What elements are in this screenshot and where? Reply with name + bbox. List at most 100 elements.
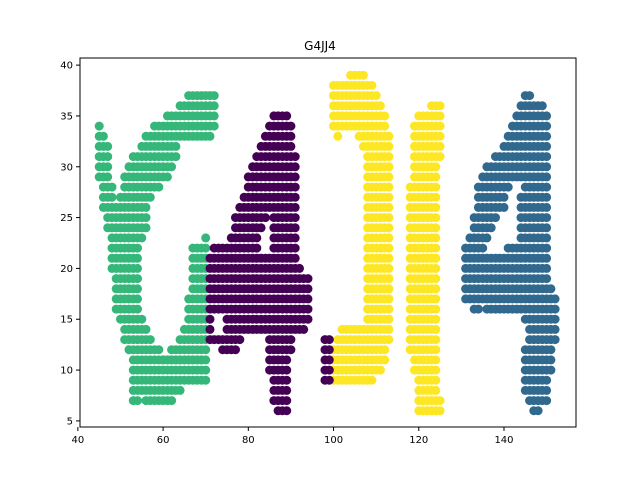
- scatter-point: [141, 223, 151, 233]
- y-tick-label: 35: [60, 111, 73, 122]
- scatter-point: [542, 263, 552, 273]
- scatter-point: [384, 233, 394, 243]
- scatter-point: [431, 223, 441, 233]
- y-tick-label: 25: [60, 213, 73, 224]
- scatter-point: [103, 152, 113, 162]
- scatter-point: [231, 345, 240, 355]
- scatter-point: [201, 233, 211, 243]
- scatter-point: [282, 385, 292, 395]
- scatter-point: [550, 304, 560, 314]
- scatter-point: [133, 284, 142, 294]
- scatter-point: [367, 375, 377, 385]
- scatter-point: [431, 314, 441, 324]
- x-tick-label: 40: [72, 435, 85, 446]
- scatter-point: [482, 233, 492, 243]
- scatter-point: [209, 91, 219, 101]
- scatter-point: [542, 223, 552, 233]
- scatter-point: [324, 375, 334, 385]
- scatter-point: [435, 406, 445, 416]
- scatter-point: [384, 202, 394, 212]
- scatter-point: [435, 101, 445, 111]
- scatter-point: [542, 172, 552, 182]
- scatter-point: [175, 385, 185, 395]
- scatter-point: [201, 355, 211, 365]
- scatter-point: [435, 131, 445, 141]
- scatter-point: [431, 385, 441, 395]
- scatter-point: [201, 375, 211, 385]
- scatter-point: [550, 314, 560, 324]
- scatter-point: [303, 284, 313, 294]
- x-tick-label: 60: [157, 435, 170, 446]
- scatter-point: [290, 162, 300, 172]
- scatter-point: [384, 274, 394, 284]
- scatter-point: [533, 406, 543, 416]
- scatter-point: [171, 141, 181, 151]
- scatter-point: [324, 345, 334, 355]
- y-tick-label: 30: [60, 162, 73, 173]
- scatter-point: [384, 162, 394, 172]
- scatter-point: [431, 243, 441, 253]
- scatter-point: [384, 182, 394, 192]
- scatter-point: [542, 162, 552, 172]
- scatter-point: [384, 223, 394, 233]
- scatter-point: [384, 213, 394, 223]
- scatter-point: [431, 284, 441, 294]
- scatter-point: [380, 355, 390, 365]
- scatter-point: [542, 141, 552, 151]
- scatter-point: [133, 263, 142, 273]
- scatter-point: [252, 233, 262, 243]
- scatter-point: [107, 182, 117, 192]
- scatter-point: [431, 162, 441, 172]
- scatter-point: [137, 233, 147, 243]
- scatter-point: [286, 131, 296, 141]
- scatter-point: [303, 274, 313, 284]
- scatter-point: [286, 121, 296, 131]
- scatter-point: [546, 365, 556, 375]
- scatter-point: [145, 335, 155, 345]
- scatter-point: [486, 223, 496, 233]
- scatter-point: [295, 263, 304, 273]
- scatter-point: [201, 365, 211, 375]
- scatter-point: [324, 355, 334, 365]
- scatter-point: [478, 243, 488, 253]
- scatter-point: [209, 121, 219, 131]
- scatter-point: [154, 182, 164, 192]
- scatter-point: [154, 345, 164, 355]
- scatter-point: [384, 284, 394, 294]
- scatter-point: [473, 304, 483, 314]
- scatter-point: [431, 355, 441, 365]
- x-tick-label: 80: [242, 435, 255, 446]
- scatter-point: [205, 324, 215, 334]
- scatter-point: [435, 152, 445, 162]
- scatter-point: [542, 213, 552, 223]
- scatter-point: [384, 131, 394, 141]
- scatter-point: [286, 345, 296, 355]
- scatter-point: [282, 365, 292, 375]
- scatter-point: [431, 202, 441, 212]
- scatter-point: [431, 274, 441, 284]
- scatter-point: [435, 141, 445, 151]
- scatter-point: [290, 223, 300, 233]
- scatter-point: [290, 202, 300, 212]
- x-tick-label: 100: [324, 435, 343, 446]
- scatter-point: [290, 253, 300, 263]
- scatter-point: [431, 335, 441, 345]
- scatter-point: [375, 101, 385, 111]
- scatter-point: [550, 294, 560, 304]
- scatter-point: [384, 253, 394, 263]
- scatter-point: [431, 345, 441, 355]
- scatter-point: [542, 274, 552, 284]
- scatter-point: [205, 314, 215, 324]
- scatter-point: [107, 192, 117, 202]
- scatter-point: [542, 192, 552, 202]
- scatter-point: [282, 375, 292, 385]
- scatter-point: [282, 111, 292, 121]
- scatter-point: [205, 131, 215, 141]
- scatter-point: [299, 324, 309, 334]
- x-tick-label: 140: [494, 435, 513, 446]
- scatter-point: [209, 111, 219, 121]
- scatter-point: [167, 396, 177, 406]
- scatter-point: [303, 294, 313, 304]
- scatter-point: [431, 324, 441, 334]
- scatter-point: [550, 335, 560, 345]
